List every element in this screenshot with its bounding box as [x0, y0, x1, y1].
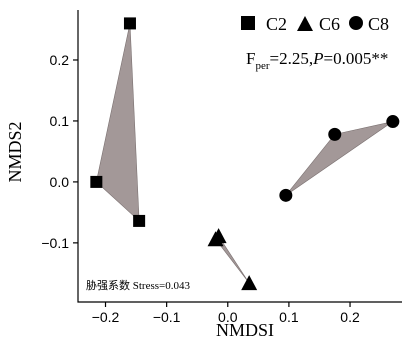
legend: C2 C6 C8: [241, 14, 389, 34]
x-axis-ticks: −0.2 −0.1 0.0 0.1 0.2: [92, 302, 360, 325]
hull-c2: [96, 23, 140, 222]
legend-c6-triangle-icon: [297, 16, 313, 31]
x-axis-title: NMDSI: [216, 320, 274, 340]
legend-label-c2: C2: [266, 14, 287, 34]
legend-label-c8: C8: [368, 14, 389, 34]
stat-p-value: =0.005**: [324, 49, 389, 68]
point-c6: [241, 275, 258, 291]
legend-label-c6: C6: [319, 14, 340, 34]
stat-p-label: P: [312, 49, 323, 68]
x-tick-label: −0.2: [92, 309, 120, 325]
y-tick-label: 0.1: [50, 113, 70, 129]
axis-frame: [77, 10, 402, 303]
permanova-stats: Fper=2.25,P=0.005**: [246, 49, 388, 72]
y-tick-label: −0.1: [41, 235, 69, 251]
stat-f-label: F: [246, 49, 255, 68]
stat-f-value: =2.25,: [270, 49, 314, 68]
point-c2: [90, 175, 103, 188]
hull-layer: [96, 23, 394, 284]
x-tick-label: 0.0: [218, 309, 238, 325]
y-tick-label: 0.0: [50, 174, 70, 190]
x-tick-label: 0.1: [279, 309, 299, 325]
y-axis-ticks: 0.2 0.1 0.0 −0.1: [41, 52, 78, 251]
x-tick-label: 0.2: [340, 309, 360, 325]
point-c2: [123, 17, 136, 30]
point-c2: [133, 214, 146, 227]
stress-label: 胁强系数 Stress=0.043: [86, 278, 190, 292]
legend-c8-circle-icon: [349, 16, 363, 30]
y-axis-title: NMDS2: [5, 121, 25, 182]
hull-c8: [285, 121, 394, 196]
point-c8: [386, 115, 400, 129]
x-tick-label: −0.1: [153, 309, 181, 325]
point-layer: [90, 17, 400, 291]
stat-f-subscript: per: [255, 60, 269, 72]
y-tick-label: 0.2: [50, 52, 70, 68]
point-c8: [328, 127, 342, 141]
legend-c2-square-icon: [241, 16, 255, 30]
point-c6: [207, 231, 224, 247]
point-c8: [279, 188, 293, 202]
